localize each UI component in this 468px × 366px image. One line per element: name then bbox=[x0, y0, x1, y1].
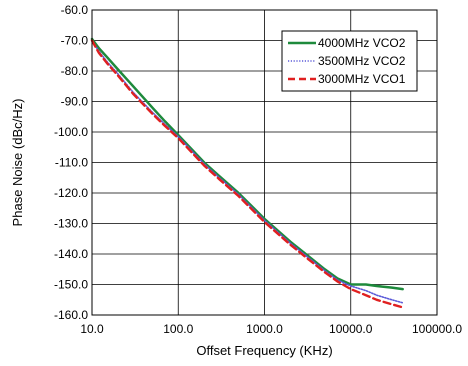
legend-box bbox=[281, 30, 418, 92]
x-tick-label: 10000.0 bbox=[329, 322, 373, 336]
y-tick-label: -120.0 bbox=[54, 186, 88, 200]
y-tick-label: -70.0 bbox=[61, 34, 89, 48]
x-axis-title: Offset Frequency (KHz) bbox=[196, 343, 332, 358]
x-tick-label: 100.0 bbox=[163, 322, 193, 336]
series-line-1 bbox=[90, 37, 404, 291]
y-tick-label: -140.0 bbox=[54, 247, 88, 261]
x-tick-label: 10.0 bbox=[80, 322, 104, 336]
legend: 4000MHz VCO2 3500MHz VCO2 3000MHz VCO1 bbox=[281, 30, 418, 92]
y-axis-title: Phase Noise (dBc/Hz) bbox=[10, 99, 25, 227]
y-tick-label: -160.0 bbox=[54, 308, 88, 322]
y-tick-label: -60.0 bbox=[61, 3, 89, 17]
y-tick-label: -130.0 bbox=[54, 217, 88, 231]
y-tick-label: -110.0 bbox=[55, 156, 88, 170]
tick-labels: -60.0 -70.0 -80.0 -90.0 -100.0 -110.0 -120.0 -1… bbox=[54, 3, 462, 336]
plot-area-border bbox=[91, 9, 438, 316]
y-tick-label: -90.0 bbox=[61, 95, 89, 109]
y-tick-label: -80.0 bbox=[61, 64, 89, 78]
legend-label-2: 3500MHz VCO2 bbox=[318, 54, 406, 68]
series-lines bbox=[90, 37, 404, 309]
y-tick-label: -150.0 bbox=[54, 278, 88, 292]
series-line-3 bbox=[90, 39, 404, 309]
x-tick-label: 100000.0 bbox=[412, 322, 462, 336]
legend-label-1: 4000MHz VCO2 bbox=[318, 36, 406, 50]
x-tick-label: 1000.0 bbox=[246, 322, 283, 336]
y-tick-label: -100.0 bbox=[54, 125, 88, 139]
legend-label-3: 3000MHz VCO1 bbox=[318, 72, 406, 86]
